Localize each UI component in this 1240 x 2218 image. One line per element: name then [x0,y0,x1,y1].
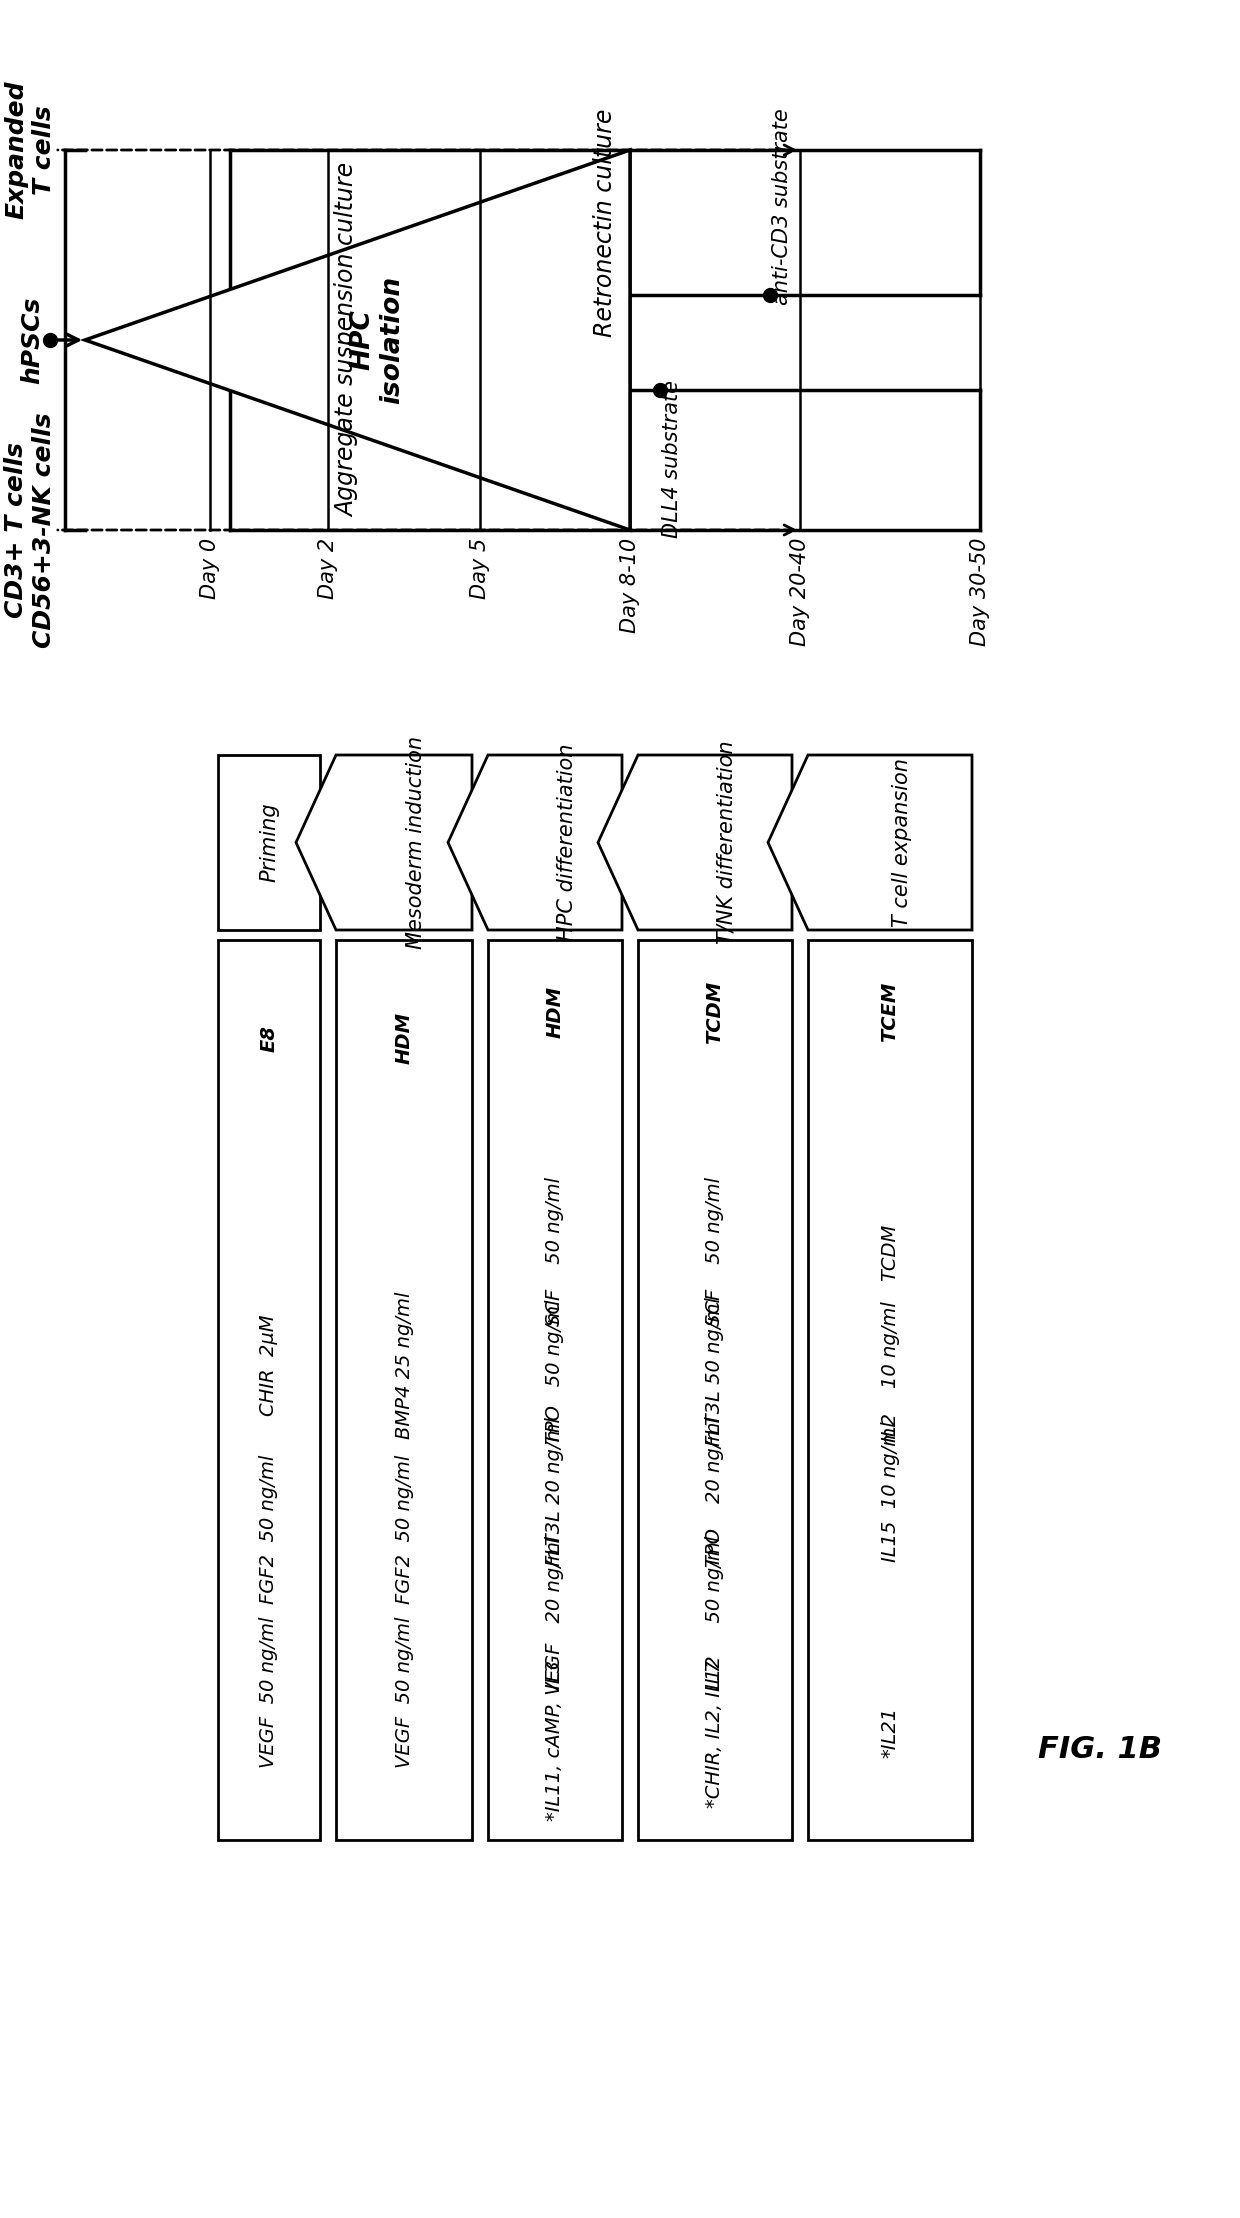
Text: IL7      50 ng/ml: IL7 50 ng/ml [706,1535,724,1688]
Text: Day 2: Day 2 [317,539,339,599]
Text: Aggregate suspension culture: Aggregate suspension culture [336,162,360,517]
Text: TPO    20 ng/ml: TPO 20 ng/ml [706,1417,724,1568]
Text: SCF    50 ng/ml: SCF 50 ng/ml [546,1178,564,1326]
Bar [639,940,792,1841]
Text: HDM: HDM [394,1011,413,1065]
Text: IL2    10 ng/ml: IL2 10 ng/ml [880,1302,899,1442]
Text: FLT3L 50 ng/ml: FLT3L 50 ng/ml [706,1298,724,1446]
Text: Mesoderm induction: Mesoderm induction [405,736,427,949]
Text: Expanded
T cells: Expanded T cells [4,80,56,220]
Text: HDM: HDM [546,987,564,1038]
Text: HPC
isolation: HPC isolation [350,275,405,404]
Text: Priming: Priming [259,803,279,883]
Text: *CHIR, IL2, IL12: *CHIR, IL2, IL12 [706,1655,724,1808]
Bar [218,940,320,1841]
Text: FIG. 1B: FIG. 1B [1038,1734,1162,1766]
Text: TPO   50 ng/ml: TPO 50 ng/ml [546,1300,564,1444]
Polygon shape [448,754,622,929]
Text: CD3+ T cells
CD56+3-NK cells: CD3+ T cells CD56+3-NK cells [4,413,56,648]
Text: Day 0: Day 0 [200,539,219,599]
Text: CHIR  2μM: CHIR 2μM [259,1315,279,1417]
Text: *IL21: *IL21 [880,1706,899,1757]
Text: HPC differentiation: HPC differentiation [557,743,577,940]
Text: T cell expansion: T cell expansion [892,759,911,927]
Text: IL3      20 ng/ml: IL3 20 ng/ml [546,1535,564,1688]
Text: T/NK differentiation: T/NK differentiation [717,741,737,945]
Polygon shape [296,754,472,929]
Text: VEGF  50 ng/ml: VEGF 50 ng/ml [259,1617,279,1768]
Text: Day 30-50: Day 30-50 [970,539,990,645]
Text: TCDM: TCDM [706,980,724,1042]
Polygon shape [598,754,792,929]
Bar [808,940,972,1841]
Bar [336,940,472,1841]
Text: VEGF  50 ng/ml: VEGF 50 ng/ml [394,1617,413,1768]
Polygon shape [218,754,320,929]
Text: TCDM: TCDM [880,1224,899,1280]
Bar [489,940,622,1841]
Text: SCF    50 ng/ml: SCF 50 ng/ml [706,1178,724,1326]
Text: Retronectin culture: Retronectin culture [593,109,618,337]
Text: BMP4 25 ng/ml: BMP4 25 ng/ml [394,1291,413,1439]
Text: TCEM: TCEM [880,983,899,1042]
Text: *IL11, cAMP, VEGF: *IL11, cAMP, VEGF [546,1644,564,1821]
Text: Day 20-40: Day 20-40 [790,539,810,645]
Text: Day 8-10: Day 8-10 [620,539,640,632]
Polygon shape [768,754,972,929]
Text: IL15  10 ng/ml: IL15 10 ng/ml [880,1422,899,1561]
Text: E8: E8 [259,1025,279,1051]
Text: Day 5: Day 5 [470,539,490,599]
Text: FLT3L 20 ng/ml: FLT3L 20 ng/ml [546,1417,564,1566]
Text: hPSCs: hPSCs [20,297,43,384]
Text: DLL4 substrate: DLL4 substrate [662,379,682,539]
Text: FGF2  50 ng/ml: FGF2 50 ng/ml [394,1455,413,1604]
Text: FGF2  50 ng/ml: FGF2 50 ng/ml [259,1455,279,1604]
Text: anti-CD3 substrate: anti-CD3 substrate [773,109,792,306]
Polygon shape [86,151,630,530]
